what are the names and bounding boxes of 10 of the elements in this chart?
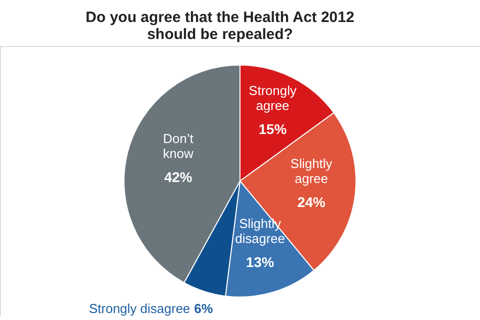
slice-label: Don’t know [163,131,194,162]
data-label: 15% [258,120,288,137]
slice-label: Strongly agree [248,82,297,113]
slice-label: Strongly disagree [88,301,190,316]
slice-label: Slightly agree [290,156,333,186]
data-label: 13% [246,254,275,270]
data-label: 24% [297,194,326,210]
data-label: 42% [164,169,193,186]
data-label: 6% [194,301,214,316]
chart-title: Do you agree that the Health Act 2012 should be repealed? [86,9,354,43]
